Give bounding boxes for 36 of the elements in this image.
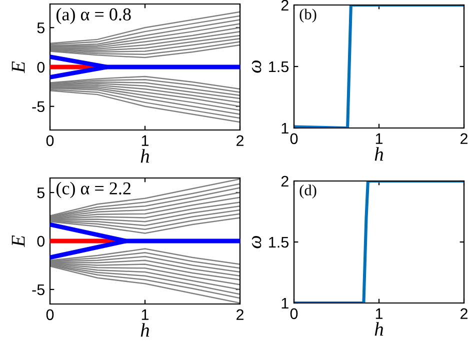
- y-axis-title: ω: [252, 60, 262, 73]
- x-tick-label: 2: [460, 308, 468, 319]
- y-tick-label: 0: [37, 236, 45, 247]
- y-tick-label: 1: [282, 298, 288, 309]
- x-tick-label: 2: [236, 309, 244, 320]
- x-axis-title: h: [374, 147, 384, 161]
- x-tick-label: 2: [236, 135, 244, 146]
- x-tick-label: 0: [290, 308, 298, 320]
- y-tick-label: 5: [37, 188, 44, 198]
- annotation: (c) α = 2.2: [56, 182, 130, 198]
- x-tick-label: 1: [376, 308, 383, 319]
- x-tick-label: 1: [142, 135, 149, 146]
- annotation: (b): [300, 8, 316, 23]
- x-tick-label: 0: [46, 309, 54, 320]
- annotation: (d): [300, 184, 316, 199]
- x-tick-label: 1: [142, 309, 149, 320]
- x-tick-label: 0: [46, 135, 54, 146]
- y-tick-label: 0: [37, 62, 45, 73]
- y-tick-label: 1: [282, 123, 288, 134]
- x-tick-label: 2: [460, 133, 468, 144]
- y-tick-label: 1.5: [269, 237, 288, 248]
- y-tick-label: -5: [32, 101, 44, 112]
- y-axis-title: ω: [252, 236, 262, 248]
- x-axis-title: h: [140, 323, 150, 337]
- y-tick-label: 5: [37, 22, 44, 34]
- x-tick-label: 1: [376, 133, 383, 144]
- y-axis-title: E: [12, 61, 25, 74]
- y-axis-title: E: [12, 235, 25, 248]
- y-tick-label: 2: [281, 0, 288, 11]
- x-tick-label: 0: [290, 133, 298, 144]
- annotation: (a) α = 0.8: [56, 8, 131, 24]
- y-tick-label: 2: [281, 176, 288, 187]
- y-tick-label: 1.5: [269, 62, 288, 72]
- x-axis-title: h: [374, 322, 384, 336]
- x-axis-title: h: [140, 149, 150, 163]
- y-tick-label: -5: [32, 284, 44, 296]
